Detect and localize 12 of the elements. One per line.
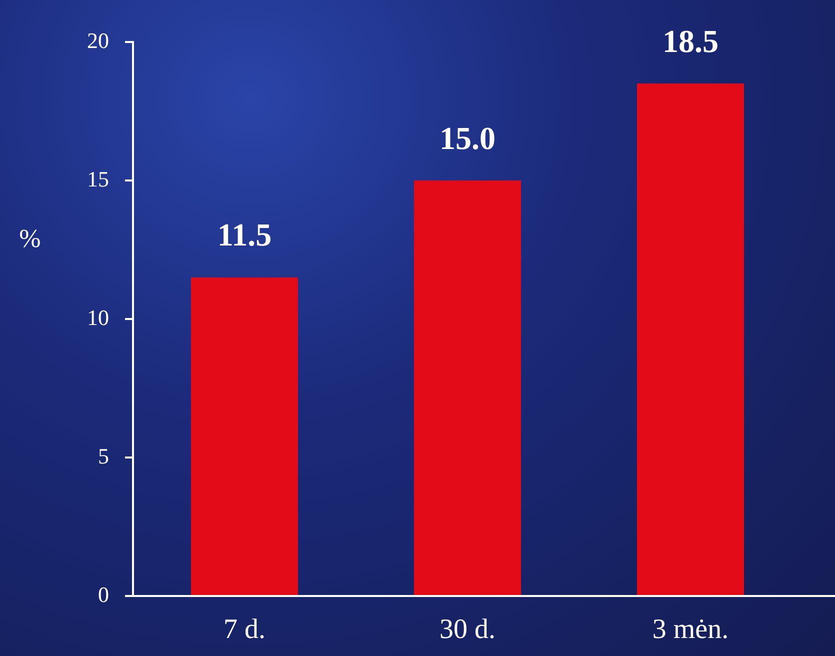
data-label: 18.5 bbox=[662, 22, 718, 59]
y-tick-label: 10 bbox=[87, 304, 109, 330]
y-tick-label: 0 bbox=[98, 582, 109, 607]
y-axis-title: % bbox=[19, 224, 41, 253]
data-label: 15.0 bbox=[440, 120, 496, 156]
x-tick-label: 30 d. bbox=[440, 614, 496, 646]
x-tick-label: 3 mėn. bbox=[652, 614, 729, 646]
y-tick-label: 5 bbox=[98, 443, 109, 468]
data-label: 11.5 bbox=[217, 216, 272, 253]
y-tick-label: 15 bbox=[87, 166, 109, 192]
x-tick-label: 7 d. bbox=[224, 614, 266, 646]
y-tick-label: 20 bbox=[87, 28, 109, 53]
